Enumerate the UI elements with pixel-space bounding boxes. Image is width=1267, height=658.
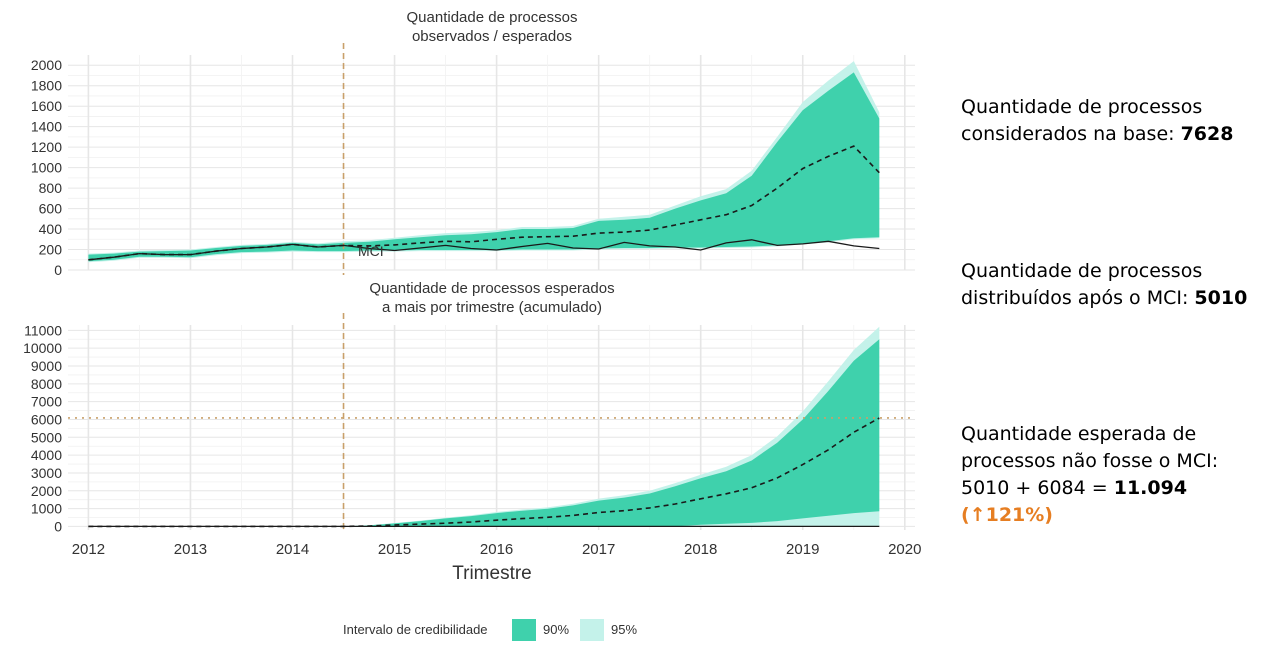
y-tick-label: 600 (39, 201, 63, 217)
y-tick-label: 0 (54, 262, 62, 278)
y-tick-label: 1800 (31, 78, 62, 94)
side-note-after-mci-prefix: distribuídos após o MCI: (961, 287, 1194, 309)
y-tick-label: 10000 (23, 340, 62, 356)
side-note-after-mci-value: 5010 (1194, 287, 1247, 309)
legend-swatch-90 (512, 619, 536, 641)
x-tick-label: 2013 (174, 541, 207, 558)
x-tick-label: 2012 (72, 541, 105, 558)
side-note-expected-line2: processos não fosse o MCI: (961, 448, 1267, 475)
band-90 (88, 339, 879, 526)
legend-label-95: 95% (611, 622, 637, 637)
x-tick-label: 2015 (378, 541, 411, 558)
side-note-total-value: 7628 (1181, 123, 1234, 145)
x-tick-label: 2018 (684, 541, 717, 558)
y-tick-label: 3000 (31, 465, 62, 481)
y-tick-label: 2000 (31, 57, 62, 73)
side-note-after-mci: Quantidade de processos distribuídos apó… (961, 258, 1247, 312)
y-tick-label: 1400 (31, 119, 62, 135)
mci-label: MCI (358, 243, 384, 259)
y-tick-label: 1000 (31, 160, 62, 176)
side-note-expected-line1: Quantidade esperada de (961, 421, 1267, 448)
legend-label-90: 90% (543, 622, 569, 637)
y-tick-label: 2000 (31, 483, 62, 499)
side-note-total-prefix: considerados na base: (961, 123, 1181, 145)
x-tick-label: 2017 (582, 541, 615, 558)
x-tick-label: 2016 (480, 541, 513, 558)
top-title-line2: observados / esperados (412, 28, 572, 45)
y-tick-label: 7000 (31, 394, 62, 410)
legend-swatch-95 (580, 619, 604, 641)
x-tick-label: 2020 (888, 541, 921, 558)
y-tick-label: 800 (39, 180, 63, 196)
top-y-tick-labels: 0 200 400 600 800 1000 1200 1400 1600 1800 2000 (31, 57, 62, 278)
y-tick-label: 11000 (24, 322, 62, 338)
legend: Intervalo de credibilidade 90% 95% (343, 619, 637, 641)
side-note-expected: Quantidade esperada de processos não fos… (961, 421, 1267, 529)
top-title-line1: Quantidade de processos (407, 9, 578, 26)
side-note-expected-pct: (↑121%) (961, 504, 1053, 526)
x-axis-label: Trimestre (452, 563, 532, 584)
bottom-title-line1: Quantidade de processos esperados (369, 280, 614, 297)
side-note-expected-value: 11.094 (1114, 477, 1187, 499)
side-note-expected-prefix: 5010 + 6084 = (961, 477, 1114, 499)
y-tick-label: 0 (54, 518, 62, 534)
top-credibility-bands (88, 61, 879, 262)
legend-title: Intervalo de credibilidade (343, 622, 488, 637)
side-note-total: Quantidade de processos considerados na … (961, 94, 1233, 148)
y-tick-label: 6000 (31, 411, 62, 427)
observed-expected-panel: 0 200 400 600 800 1000 1200 1400 1600 1800 2000 Qu… (31, 9, 915, 278)
y-tick-label: 1000 (31, 501, 62, 517)
y-tick-label: 1200 (31, 139, 62, 155)
x-tick-label: 2019 (786, 541, 819, 558)
bottom-title-line2: a mais por trimestre (acumulado) (382, 299, 602, 316)
y-tick-label: 9000 (31, 358, 62, 374)
y-tick-label: 1600 (31, 98, 62, 114)
y-tick-label: 4000 (31, 447, 62, 463)
y-tick-label: 5000 (31, 429, 62, 445)
y-tick-label: 200 (39, 242, 63, 258)
x-tick-label: 2014 (276, 541, 309, 558)
side-note-after-mci-line1: Quantidade de processos (961, 258, 1247, 285)
y-tick-label: 400 (39, 221, 63, 237)
x-tick-labels: 2012 2013 2014 2015 2016 2017 2018 2019 2020 (72, 541, 922, 558)
y-tick-label: 8000 (31, 376, 62, 392)
side-note-total-line1: Quantidade de processos (961, 94, 1233, 121)
